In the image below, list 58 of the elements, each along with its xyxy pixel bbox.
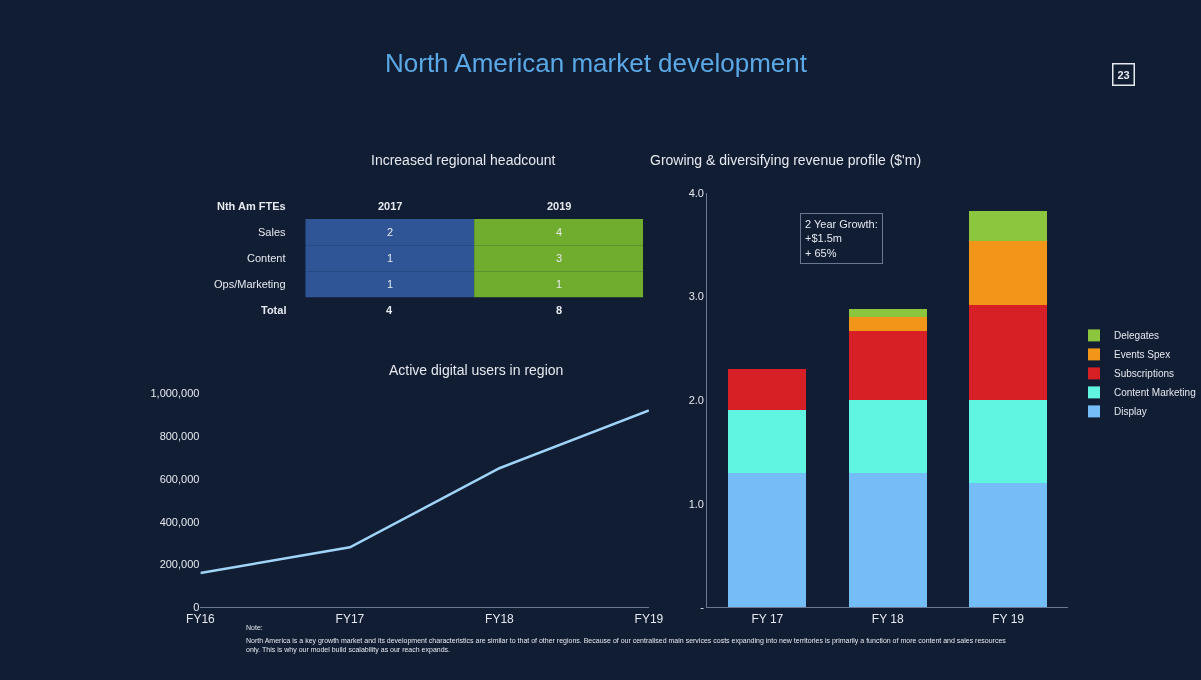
chart-title: Increased regional headcount [371,152,556,168]
y-tick-label: 1.0 [688,497,704,510]
text: Total [261,304,287,316]
x-tick-label: FY 17 [751,611,784,626]
data-label: 4 [556,226,563,238]
bar [848,309,927,318]
x-tick-label: FY 19 [992,611,1025,626]
bar [728,472,807,608]
bar [848,472,927,608]
x-tick-label: FY 18 [871,611,904,626]
y-axis-title: Nth Am FTEs [217,200,286,212]
bar [728,369,807,411]
y-tick-label: 2.0 [688,393,704,406]
text: 23 [1117,68,1130,81]
x-tick-label: FY19 [634,611,664,626]
y-tick-label: 4.0 [688,186,704,199]
x-tick-label: FY17 [335,611,365,626]
y-tick-label: 3.0 [688,290,704,303]
bar [969,240,1048,305]
bar [969,482,1048,608]
line-series [200,409,649,575]
data-label: 1 [556,278,563,290]
text: 4 [386,304,393,316]
legend-label: Display [1114,406,1147,418]
y-tick-label: Content [247,252,286,264]
bar [848,317,927,331]
text: North American market development [385,48,808,78]
data-label: 2 [387,226,394,238]
x-tick-label: FY16 [186,611,216,626]
data-label: 3 [556,252,563,264]
text: 8 [556,304,563,316]
bar [848,330,927,401]
y-tick-label: 400,000 [159,515,200,528]
y-tick-label: 1,000,000 [150,387,200,400]
y-tick-label: Ops/Marketing [214,278,286,290]
legend-label: Delegates [1114,330,1160,342]
bar [969,400,1048,483]
legend-label: Events Spex [1114,349,1171,361]
legend-label: Subscriptions [1114,368,1175,380]
bar [969,304,1048,401]
chart-title: Active digital users in region [389,362,564,378]
y-tick-label: 600,000 [159,472,200,485]
data-label: 1 [387,278,394,290]
x-tick-label: FY18 [485,611,515,626]
x-tick-label: 2019 [547,200,572,212]
data-label: 1 [387,252,394,264]
x-tick-label: 2017 [378,200,403,212]
y-tick-label: 200,000 [159,558,200,571]
chart-title: Growing & diversifying revenue profile ($'m) [650,152,922,168]
annotation: 2 Year Growth: +$1.5m + 65% [805,218,878,259]
bar [969,210,1048,241]
y-tick-label: Sales [258,226,287,238]
y-tick-label: - [700,601,705,614]
bar [848,400,927,473]
y-tick-label: 0 [193,601,200,614]
legend-label: Content Marketing [1114,387,1196,399]
y-tick-label: 800,000 [159,430,200,443]
bar [728,410,807,473]
